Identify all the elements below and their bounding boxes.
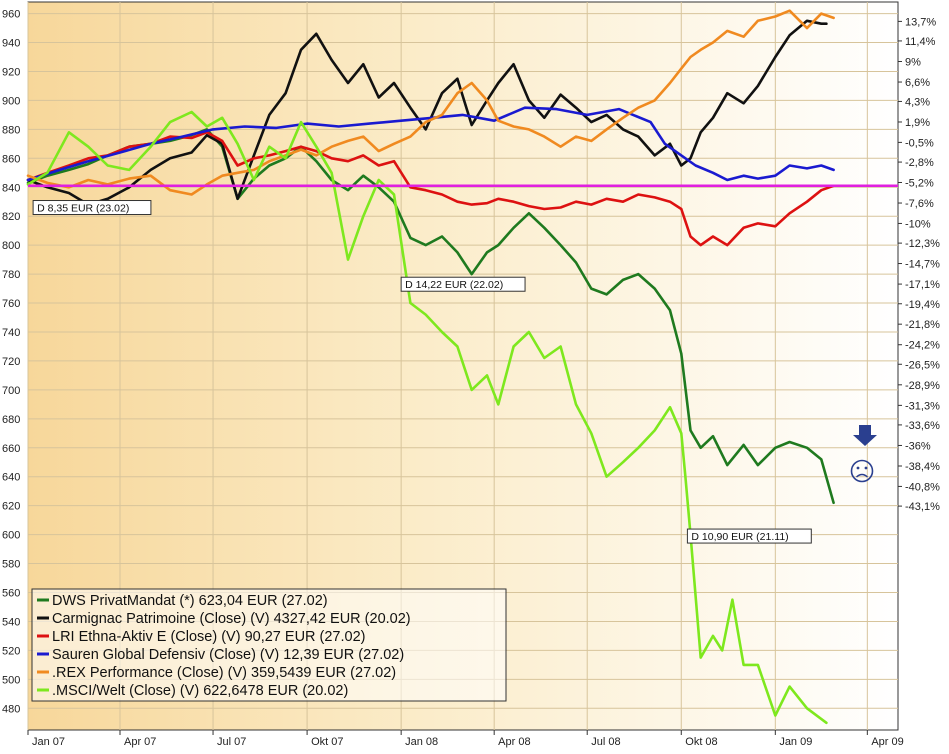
- right-tick-label: -5,2%: [905, 177, 934, 189]
- legend: DWS PrivatMandat (*) 623,04 EUR (27.02) C…: [31, 588, 507, 702]
- left-tick-label: 920: [2, 66, 20, 78]
- right-tick-label: 4,3%: [905, 96, 930, 108]
- right-tick-label: -28,9%: [905, 380, 940, 392]
- x-tick-label: Jul 08: [591, 736, 620, 748]
- annotation-box: [32, 200, 152, 216]
- right-tick-label: -36%: [905, 440, 931, 452]
- right-tick-label: 6,6%: [905, 77, 930, 89]
- right-tick-label: 9%: [905, 56, 921, 68]
- right-tick-label: -0,5%: [905, 137, 934, 149]
- x-tick-label: Jul 07: [217, 736, 246, 748]
- left-tick-label: 700: [2, 385, 20, 397]
- left-tick-label: 640: [2, 472, 20, 484]
- series-line-3: [26, 131, 835, 247]
- left-tick-label: 620: [2, 501, 20, 513]
- left-tick-label: 580: [2, 559, 20, 571]
- left-tick-label: 720: [2, 356, 20, 368]
- annotation-box: [686, 528, 812, 544]
- left-tick-label: 960: [2, 9, 20, 21]
- right-tick-label: -12,3%: [905, 238, 940, 250]
- left-tick-label: 800: [2, 240, 20, 252]
- left-tick-label: 900: [2, 95, 20, 107]
- series-line-2: [26, 19, 828, 206]
- x-axis-ticks: Jan 07 Apr 07 Jul 07 Okt 07 Jan 08 Apr 08 Jul …: [27, 730, 904, 748]
- right-tick-label: -2,8%: [905, 157, 934, 169]
- right-tick-label: -17,1%: [905, 279, 940, 291]
- sad-face-icon: [850, 459, 874, 483]
- annotation-label: D 8,35 EUR (23.02): [37, 203, 129, 215]
- x-tick-label: Okt 07: [311, 736, 343, 748]
- legend-entry-label: Carmignac Patrimoine (Close) (V) 4327,42…: [52, 611, 411, 627]
- legend-box: [31, 588, 507, 702]
- sad-face-eye: [864, 466, 868, 470]
- series-line-5: [26, 9, 835, 196]
- right-tick-label: -21,8%: [905, 319, 940, 331]
- legend-entry-label: Sauren Global Defensiv (Close) (V) 12,39…: [52, 647, 404, 663]
- x-tick-label: Jan 07: [32, 736, 65, 748]
- status-icons: [850, 425, 877, 483]
- right-tick-label: 1,9%: [905, 117, 930, 129]
- right-tick-label: -7,6%: [905, 198, 934, 210]
- right-tick-label: -14,7%: [905, 259, 940, 271]
- sad-face-outline: [850, 459, 874, 483]
- left-tick-label: 600: [2, 530, 20, 542]
- legend-entry-label: LRI Ethna-Aktiv E (Close) (V) 90,27 EUR …: [52, 629, 365, 645]
- x-tick-label: Apr 09: [871, 736, 903, 748]
- series-line-6: [26, 110, 828, 725]
- left-tick-label: 680: [2, 414, 20, 426]
- left-tick-label: 840: [2, 182, 20, 194]
- series-line-4: [26, 106, 835, 182]
- x-tick-label: Okt 08: [685, 736, 717, 748]
- down-arrow-icon: [853, 425, 877, 446]
- x-tick-label: Apr 07: [124, 736, 156, 748]
- annotation-label: D 10,90 EUR (21.11): [691, 531, 788, 543]
- left-tick-label: 860: [2, 153, 20, 165]
- left-tick-label: 540: [2, 616, 20, 628]
- sad-face-mouth: [855, 473, 869, 478]
- legend-entry-label: DWS PrivatMandat (*) 623,04 EUR (27.02): [52, 593, 328, 609]
- annotation-box: [400, 276, 526, 292]
- right-tick-label: -19,4%: [905, 299, 940, 311]
- right-tick-label: -33,6%: [905, 420, 940, 432]
- right-tick-label: -38,4%: [905, 461, 940, 473]
- legend-entry-label: .REX Performance (Close) (V) 359,5439 EU…: [52, 665, 396, 681]
- x-tick-label: Apr 08: [498, 736, 530, 748]
- left-tick-label: 820: [2, 211, 20, 223]
- right-tick-label: -24,2%: [905, 340, 940, 352]
- left-tick-label: 660: [2, 443, 20, 455]
- right-tick-label: -40,8%: [905, 481, 940, 493]
- annotation-label: D 14,22 EUR (22.02): [405, 279, 503, 291]
- x-tick-label: Jan 08: [405, 736, 438, 748]
- right-axis-ticks: 13,7% 11,4% 9% 6,6% 4,3% 1,9% -0,5% -2,8% -5,2% -…: [898, 16, 940, 513]
- legend-entry-label: .MSCI/Welt (Close) (V) 622,6478 EUR (20.…: [52, 683, 348, 699]
- left-tick-label: 760: [2, 298, 20, 310]
- right-tick-label: 11,4%: [905, 36, 936, 48]
- annotations: D 8,35 EUR (23.02) D 14,22 EUR (22.02) D 1…: [32, 200, 812, 544]
- right-tick-label: -43,1%: [905, 501, 940, 513]
- left-tick-label: 940: [2, 38, 20, 50]
- sad-face-eye: [856, 466, 860, 470]
- left-axis-ticks: 480 500 520 540 560 580 600 620 640 660 680 700 720 7…: [2, 9, 20, 716]
- right-tick-label: -31,3%: [905, 400, 940, 412]
- left-tick-label: 520: [2, 645, 20, 657]
- left-tick-label: 500: [2, 674, 20, 686]
- right-tick-label: -26,5%: [905, 359, 940, 371]
- left-tick-label: 560: [2, 588, 20, 600]
- left-tick-label: 780: [2, 269, 20, 281]
- series-lines: [26, 9, 835, 725]
- right-tick-label: 13,7%: [905, 16, 936, 28]
- left-tick-label: 880: [2, 124, 20, 136]
- x-tick-label: Jan 09: [779, 736, 812, 748]
- left-tick-label: 740: [2, 327, 20, 339]
- left-tick-label: 480: [2, 703, 20, 715]
- right-tick-label: -10%: [905, 218, 931, 230]
